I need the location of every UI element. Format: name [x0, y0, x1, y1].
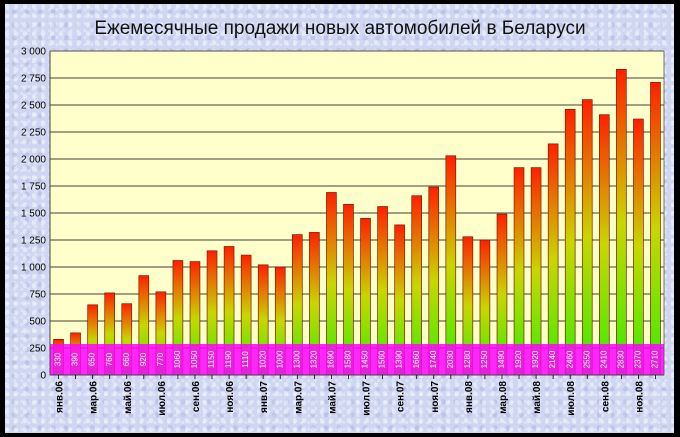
- data-label: 2550: [582, 350, 591, 368]
- bar: [581, 99, 593, 376]
- data-label: 2370: [634, 350, 643, 368]
- bar: [599, 114, 610, 376]
- data-label: 760: [105, 352, 114, 366]
- y-tick-label: 3 000: [21, 47, 46, 58]
- bar: [650, 81, 661, 376]
- data-label: 1190: [224, 350, 233, 368]
- data-label: 2830: [616, 350, 625, 368]
- x-tick-labels: янв.06 мар.06 май.06 июл.06 сен.06 ноя.06 янв.…: [55, 375, 656, 416]
- axes: [49, 50, 665, 376]
- y-tick-label: 750: [29, 290, 46, 301]
- data-label: 390: [71, 352, 80, 366]
- x-tick-label: май.06: [123, 381, 134, 414]
- data-label-band: [50, 344, 664, 375]
- data-label: 1300: [292, 350, 301, 368]
- y-tick-labels: 0 250 500 750 1 000 1 250 1 500 1 750 2 000 2 250…: [21, 47, 46, 382]
- data-labels: 330 390 650 760 660 920 770 1060 1050 1150 1190 111…: [54, 350, 660, 368]
- data-label: 1000: [275, 350, 284, 368]
- x-tick-label: сен.06: [191, 381, 202, 413]
- data-label: 1740: [429, 350, 438, 368]
- data-label: 770: [156, 352, 165, 366]
- bar: [530, 167, 542, 376]
- x-tick-label: ноя.06: [225, 381, 236, 413]
- x-tick-label: янв.08: [464, 381, 475, 413]
- y-tick-label: 0: [40, 371, 46, 382]
- data-label: 1450: [361, 350, 370, 368]
- data-label: 2140: [548, 350, 557, 368]
- y-tick-label: 250: [29, 344, 46, 355]
- y-tick-label: 2 500: [21, 101, 46, 112]
- data-label: 1920: [531, 350, 540, 368]
- data-label: 1020: [258, 350, 267, 368]
- data-label: 920: [139, 352, 148, 366]
- data-label: 1320: [309, 350, 318, 368]
- data-label: 1490: [497, 350, 506, 368]
- x-tick-label: мар.08: [498, 381, 509, 414]
- x-tick-label: янв.06: [55, 381, 66, 413]
- data-label: 660: [122, 352, 131, 366]
- data-label: 2710: [651, 350, 660, 368]
- y-tick-label: 1 500: [21, 209, 46, 220]
- data-label: 650: [88, 352, 97, 366]
- data-label: 1150: [207, 350, 216, 368]
- x-tick-label: май.08: [532, 381, 543, 414]
- x-tick-label: сен.08: [600, 381, 611, 413]
- data-label: 1690: [327, 350, 336, 368]
- data-label: 1280: [463, 350, 472, 368]
- bar: [445, 155, 457, 376]
- y-tick-label: 1 000: [21, 263, 46, 274]
- chart-frame: Ежемесячные продажи новых автомобилей в …: [5, 4, 674, 433]
- data-label: 1110: [241, 351, 250, 368]
- data-label: 2460: [565, 350, 574, 368]
- chart-svg: Ежемесячные продажи новых автомобилей в …: [21, 18, 665, 416]
- x-tick-label: июл.08: [566, 381, 577, 416]
- chart-title: Ежемесячные продажи новых автомобилей в …: [94, 18, 585, 39]
- data-label: 1390: [395, 350, 404, 368]
- y-tick-label: 1 250: [21, 236, 46, 247]
- data-label: 2030: [446, 350, 455, 368]
- data-label: 1060: [173, 350, 182, 368]
- y-tick-label: 500: [29, 317, 46, 328]
- bar: [547, 143, 559, 376]
- y-tick-label: 2 750: [21, 74, 46, 85]
- bar: [513, 167, 525, 376]
- bars: [53, 69, 661, 376]
- x-tick-label: сен.07: [396, 381, 407, 413]
- data-label: 330: [54, 352, 63, 366]
- data-label: 1050: [190, 350, 199, 368]
- bar: [564, 108, 576, 376]
- x-tick-label: май.07: [327, 381, 338, 414]
- x-tick-label: янв.07: [259, 381, 270, 413]
- x-tick-label: ноя.08: [634, 381, 645, 413]
- y-tick-label: 1 750: [21, 182, 46, 193]
- y-tick-label: 2 250: [21, 128, 46, 139]
- bar: [616, 69, 627, 376]
- y-tick-label: 2 000: [21, 155, 46, 166]
- bar: [633, 118, 644, 376]
- x-tick-label: июл.07: [362, 381, 373, 416]
- data-label: 1560: [378, 350, 387, 368]
- x-tick-label: мар.07: [293, 381, 304, 414]
- data-label: 1920: [514, 350, 523, 368]
- data-label: 2410: [599, 350, 608, 368]
- data-label: 1660: [412, 350, 421, 368]
- data-label: 1580: [344, 350, 353, 368]
- x-tick-label: июл.06: [157, 381, 168, 416]
- data-label: 1250: [480, 350, 489, 368]
- x-tick-label: ноя.07: [430, 381, 441, 413]
- plot-border: [49, 50, 665, 376]
- x-tick-label: мар.06: [89, 381, 100, 414]
